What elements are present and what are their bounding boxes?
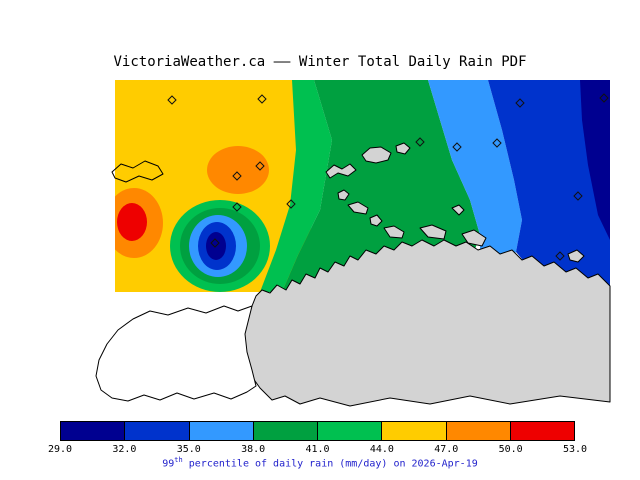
station-marker (415, 137, 425, 147)
station-markers (167, 93, 609, 261)
contour-band-50-53-maximum (117, 203, 147, 241)
island (325, 163, 357, 179)
station-marker (515, 98, 525, 108)
station-marker (257, 94, 267, 104)
chart-title: VictoriaWeather.ca —— Winter Total Daily… (113, 54, 527, 70)
colorbar-tick-label: 53.0 (562, 444, 588, 455)
colorbar-tick-label: 38.0 (241, 444, 266, 455)
colorbar-segment (446, 422, 511, 440)
contour-field-west (115, 80, 311, 292)
caption-number: 99 (162, 458, 175, 470)
colorbar-tick-label: 32.0 (112, 444, 137, 455)
colorbar-tick-label: 35.0 (176, 444, 201, 455)
colorbar-tick-label: 41.0 (305, 444, 330, 455)
caption: 99th percentile of daily rain (mm/day) o… (0, 456, 640, 469)
island (419, 224, 447, 240)
station-marker (255, 161, 265, 171)
colorbar-segment (253, 422, 318, 440)
olympic-peninsula-land (239, 239, 611, 407)
island (451, 204, 465, 216)
colorbar-segment (125, 422, 190, 440)
sooke-basin-outline (111, 160, 164, 183)
island (461, 229, 487, 247)
station-marker (555, 251, 565, 261)
contour-band-41-44-transition (260, 80, 332, 292)
colorbar-segment (318, 422, 383, 440)
station-marker (167, 95, 177, 105)
island (383, 225, 405, 239)
island (347, 201, 369, 215)
colorbar-segment (382, 422, 447, 440)
station-marker (599, 93, 609, 103)
colorbar-ticks: 29.0 32.0 35.0 38.0 41.0 44.0 47.0 50.0 53.0 (48, 444, 587, 455)
colorbar-segment (189, 422, 254, 440)
colorbar-tick-label: 50.0 (498, 444, 523, 455)
caption-superscript: th (174, 456, 183, 464)
contour-band-29-32-east (580, 80, 610, 240)
station-marker (232, 202, 242, 212)
landmasses (95, 142, 611, 407)
island (567, 249, 585, 263)
station-marker (210, 238, 220, 248)
colorbar-segment (510, 422, 574, 440)
colorbar-tick-label: 47.0 (434, 444, 459, 455)
station-marker (232, 171, 242, 181)
colorbar-tick-label: 44.0 (369, 444, 394, 455)
station-marker (573, 191, 583, 201)
island (337, 189, 350, 201)
station-marker (286, 199, 296, 209)
west-peninsula-outline (95, 305, 257, 402)
island (361, 146, 392, 164)
colorbar-tick-label: 29.0 (47, 444, 73, 455)
contour-band-35-38-band (428, 80, 522, 268)
station-marker (492, 138, 502, 148)
contour-band-47-50-secondary-max (207, 146, 269, 194)
island (369, 214, 383, 227)
island (395, 142, 411, 155)
caption-text: percentile of daily rain (mm/day) on 202… (182, 458, 478, 470)
colorbar (60, 421, 575, 441)
contour-band-38-41-central (282, 80, 480, 292)
colorbar-segment (61, 422, 126, 440)
station-marker (452, 142, 462, 152)
